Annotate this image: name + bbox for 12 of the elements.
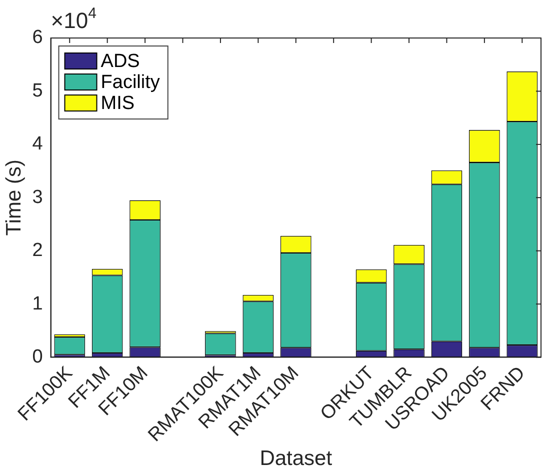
- y-axis-title: Time (s): [2, 160, 26, 236]
- y-tick-label: 1: [32, 293, 43, 314]
- y-tick-label: 5: [32, 80, 43, 102]
- legend-label: ADS: [100, 51, 140, 72]
- legend-label: Facility: [100, 72, 160, 94]
- y-tick-label: 2: [32, 240, 43, 262]
- legend-label: MIS: [100, 93, 135, 114]
- y-tick-label: 0: [32, 346, 43, 368]
- y-tick-label: 6: [32, 27, 43, 48]
- x-axis-title: Dataset: [260, 447, 332, 470]
- y-tick-label: 3: [32, 186, 43, 208]
- y-tick-label: 4: [32, 134, 44, 155]
